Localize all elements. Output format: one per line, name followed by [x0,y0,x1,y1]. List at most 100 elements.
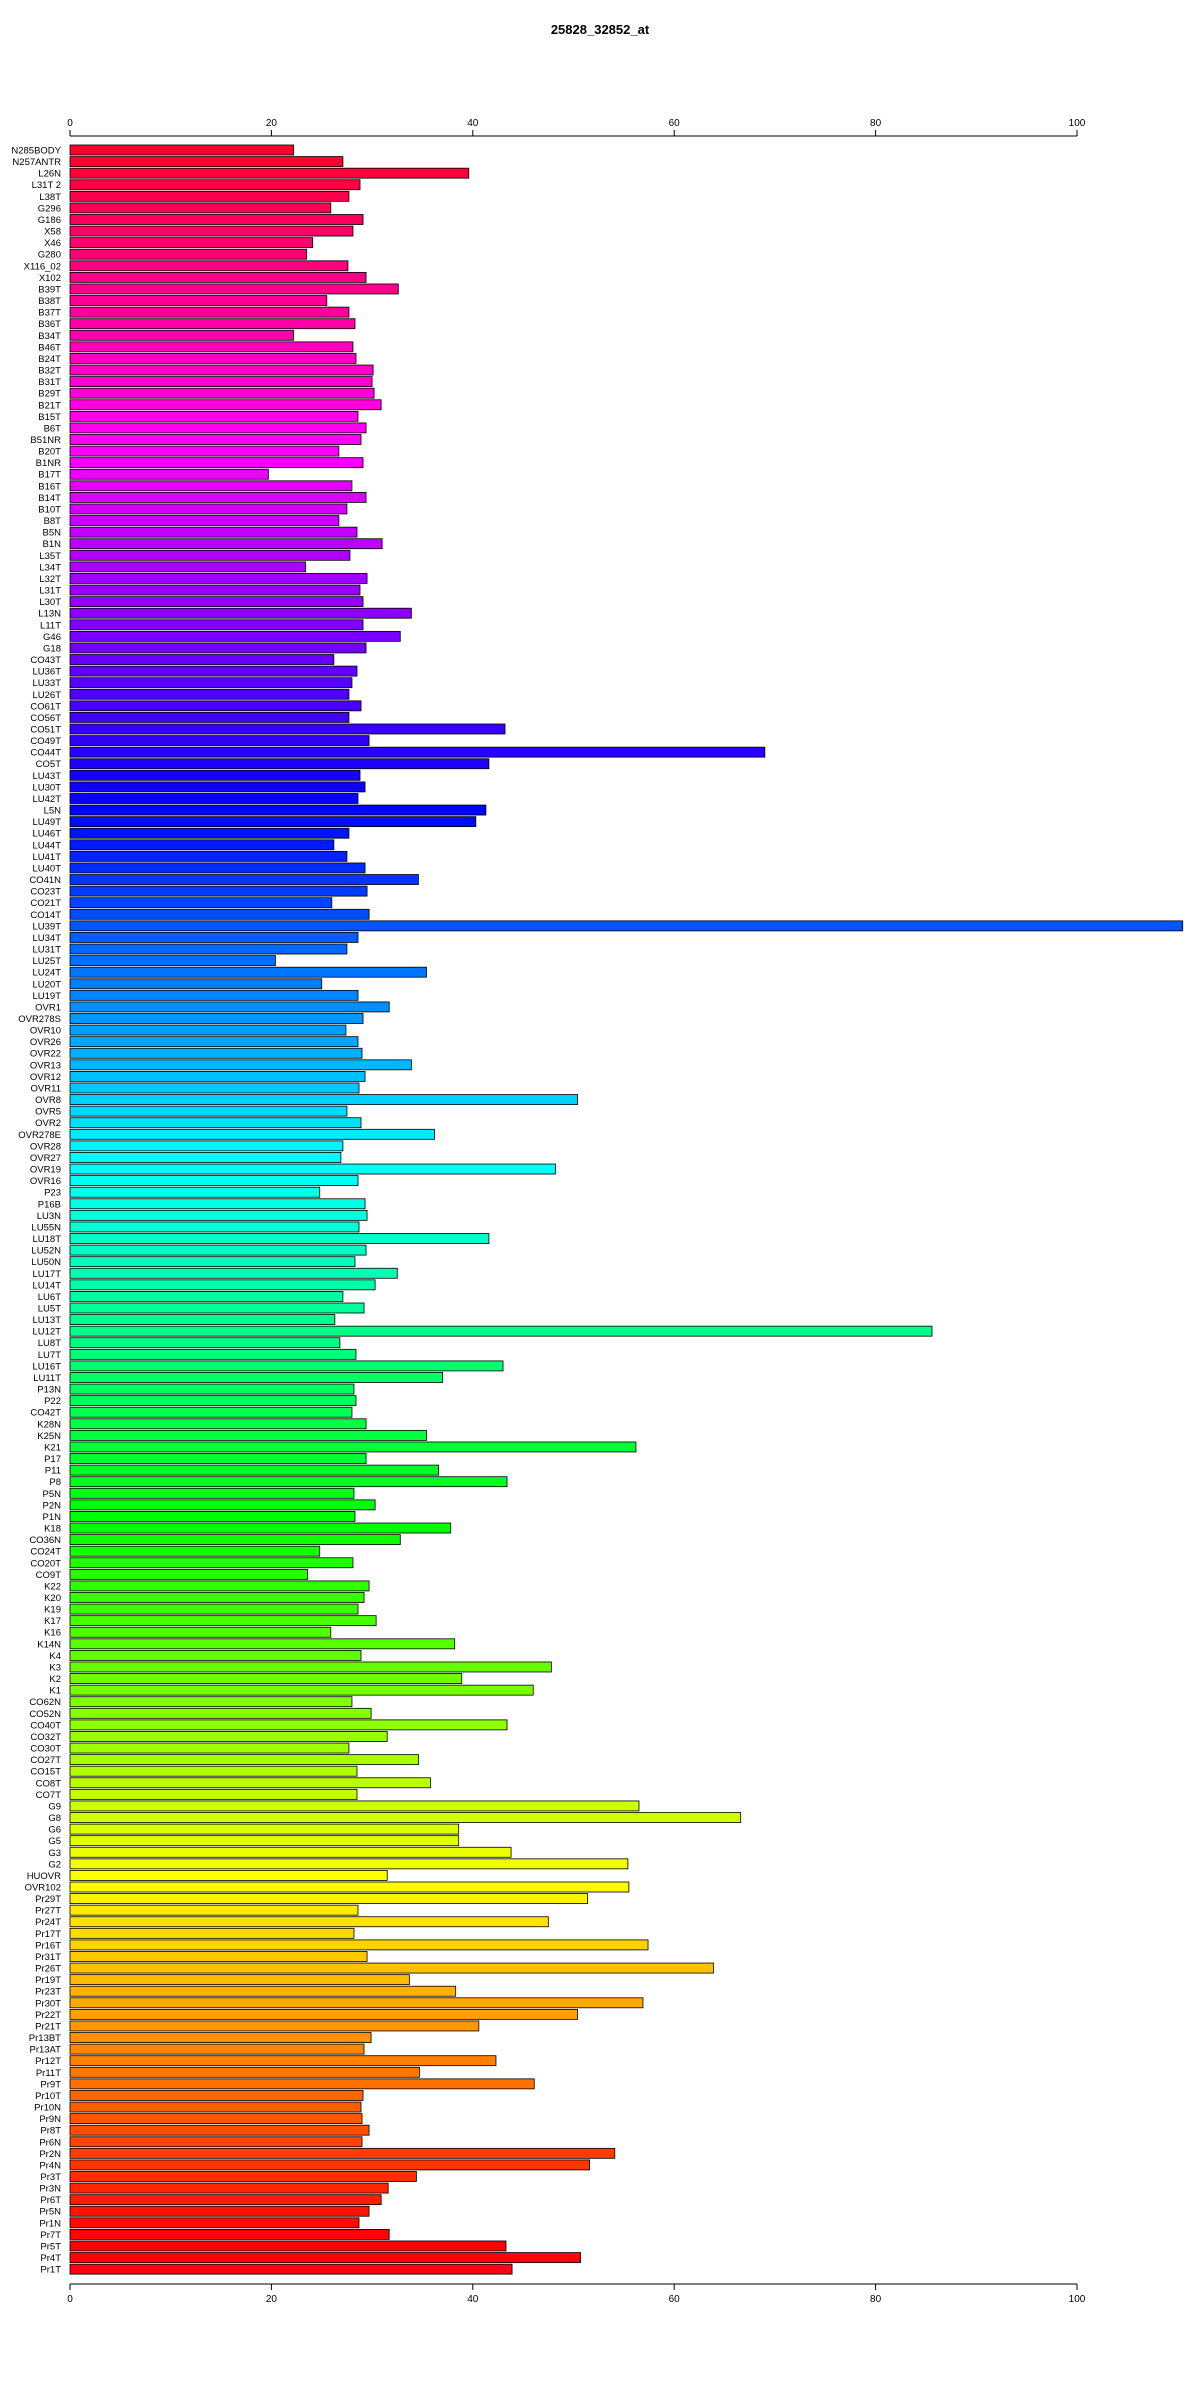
bar [69,1429,427,1441]
category-label: LU3N [37,1211,61,1222]
bar [69,1731,388,1742]
bar [69,1707,372,1719]
category-label: CO44T [30,748,61,759]
category-label: LU33T [32,678,61,689]
bar [69,712,350,723]
bar [69,2032,372,2043]
category-label: Pr2N [39,2149,61,2160]
category-label: LU52N [31,1246,61,1257]
category-label: K16 [44,1628,61,1639]
category-label: CO32T [30,1732,61,1743]
category-label: CO36N [29,1535,61,1546]
bar [69,1962,714,1974]
top-tick-label: 60 [669,118,681,129]
bar [69,1198,366,1210]
bar [69,827,350,839]
category-label: Pr3T [40,2172,61,2183]
bar [69,1951,368,1962]
category-label: L30T [39,597,61,608]
bar [69,387,375,399]
category-label: Pr9T [40,2079,61,2090]
bar [69,271,367,283]
bar [69,1140,344,1152]
category-label: Pr29T [35,1894,61,1905]
bar [69,491,367,503]
category-label: OVR16 [30,1176,61,1187]
category-label: OVR11 [31,1083,61,1094]
category-label: Pr4N [39,2160,61,2171]
category-label: OVR10 [30,1026,61,1037]
bar [69,2182,389,2194]
category-label: B8T [44,516,62,527]
category-label: CO56T [30,713,61,724]
category-label: B32T [38,366,61,377]
category-label: Pr13BT [29,2033,61,2044]
bar [69,1650,362,1661]
category-label: B16T [38,481,61,492]
category-label: Pr10T [35,2091,61,2102]
bar [69,1835,460,1847]
bar [69,1985,457,1997]
category-label: LU13T [32,1315,61,1326]
bar [69,1881,630,1893]
category-label: Pr31T [35,1952,61,1963]
bar [69,179,361,191]
category-label: B37T [38,308,61,319]
bar [69,943,348,955]
category-label: K28N [37,1419,61,1430]
bar [69,932,359,943]
bar [69,1858,629,1870]
category-label: L26N [38,169,61,180]
bar [69,642,367,654]
bar [69,573,368,584]
bar [69,2228,390,2240]
category-label: B5N [43,528,62,539]
bar [69,1487,355,1499]
category-label: LU40T [32,863,61,874]
bar [69,1939,649,1951]
category-label: LU7T [38,1350,61,1361]
bottom-tick-label: 0 [67,2294,73,2305]
category-label: G280 [38,250,61,261]
bar [69,2263,513,2275]
category-label: LU6T [38,1292,61,1303]
bar [69,2136,363,2148]
category-label: B21T [38,400,61,411]
bar [69,1094,578,1105]
bar [69,1105,348,1117]
bar [69,1117,362,1129]
bar [69,2090,364,2101]
bar [69,816,477,828]
bar [69,561,307,573]
bar [69,2113,363,2125]
bar [69,1812,742,1823]
category-label: K19 [44,1605,61,1616]
bar [69,1719,508,1731]
bottom-tick-label: 40 [467,2294,479,2305]
bar [69,677,353,689]
category-label: G8 [48,1813,61,1824]
bar [69,248,308,260]
category-label: LU17T [32,1269,61,1280]
category-label: Pr5N [39,2207,61,2218]
category-label: LU25T [32,956,61,967]
category-label: X58 [44,227,61,238]
top-tick-label: 80 [870,118,882,129]
category-label: CO41N [29,875,61,886]
bar [69,1904,359,1916]
category-label: Pr30T [35,1998,61,2009]
bar [69,1684,534,1696]
category-label: B51NR [30,435,61,446]
bar [69,862,366,874]
category-label: LU5T [38,1304,61,1315]
category-label: G5 [48,1836,61,1847]
bar [69,1314,336,1325]
bar [69,1580,370,1592]
bar [69,225,354,237]
category-label: P8 [49,1477,61,1488]
category-label: Pr4T [40,2253,61,2264]
bar [69,1673,463,1684]
category-label: OVR13 [30,1060,61,1071]
bar [69,1742,350,1754]
